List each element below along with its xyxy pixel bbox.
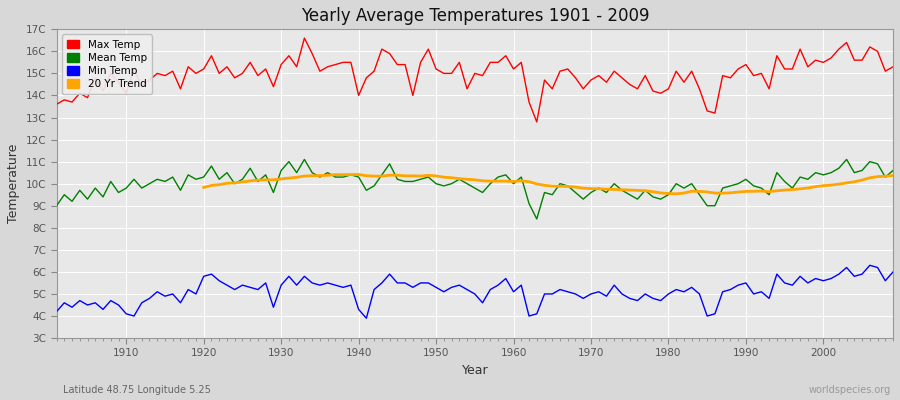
Text: worldspecies.org: worldspecies.org bbox=[809, 385, 891, 395]
Y-axis label: Temperature: Temperature bbox=[7, 144, 20, 223]
Legend: Max Temp, Mean Temp, Min Temp, 20 Yr Trend: Max Temp, Mean Temp, Min Temp, 20 Yr Tre… bbox=[62, 34, 152, 94]
X-axis label: Year: Year bbox=[462, 364, 488, 377]
Text: Latitude 48.75 Longitude 5.25: Latitude 48.75 Longitude 5.25 bbox=[63, 385, 211, 395]
Title: Yearly Average Temperatures 1901 - 2009: Yearly Average Temperatures 1901 - 2009 bbox=[301, 7, 649, 25]
